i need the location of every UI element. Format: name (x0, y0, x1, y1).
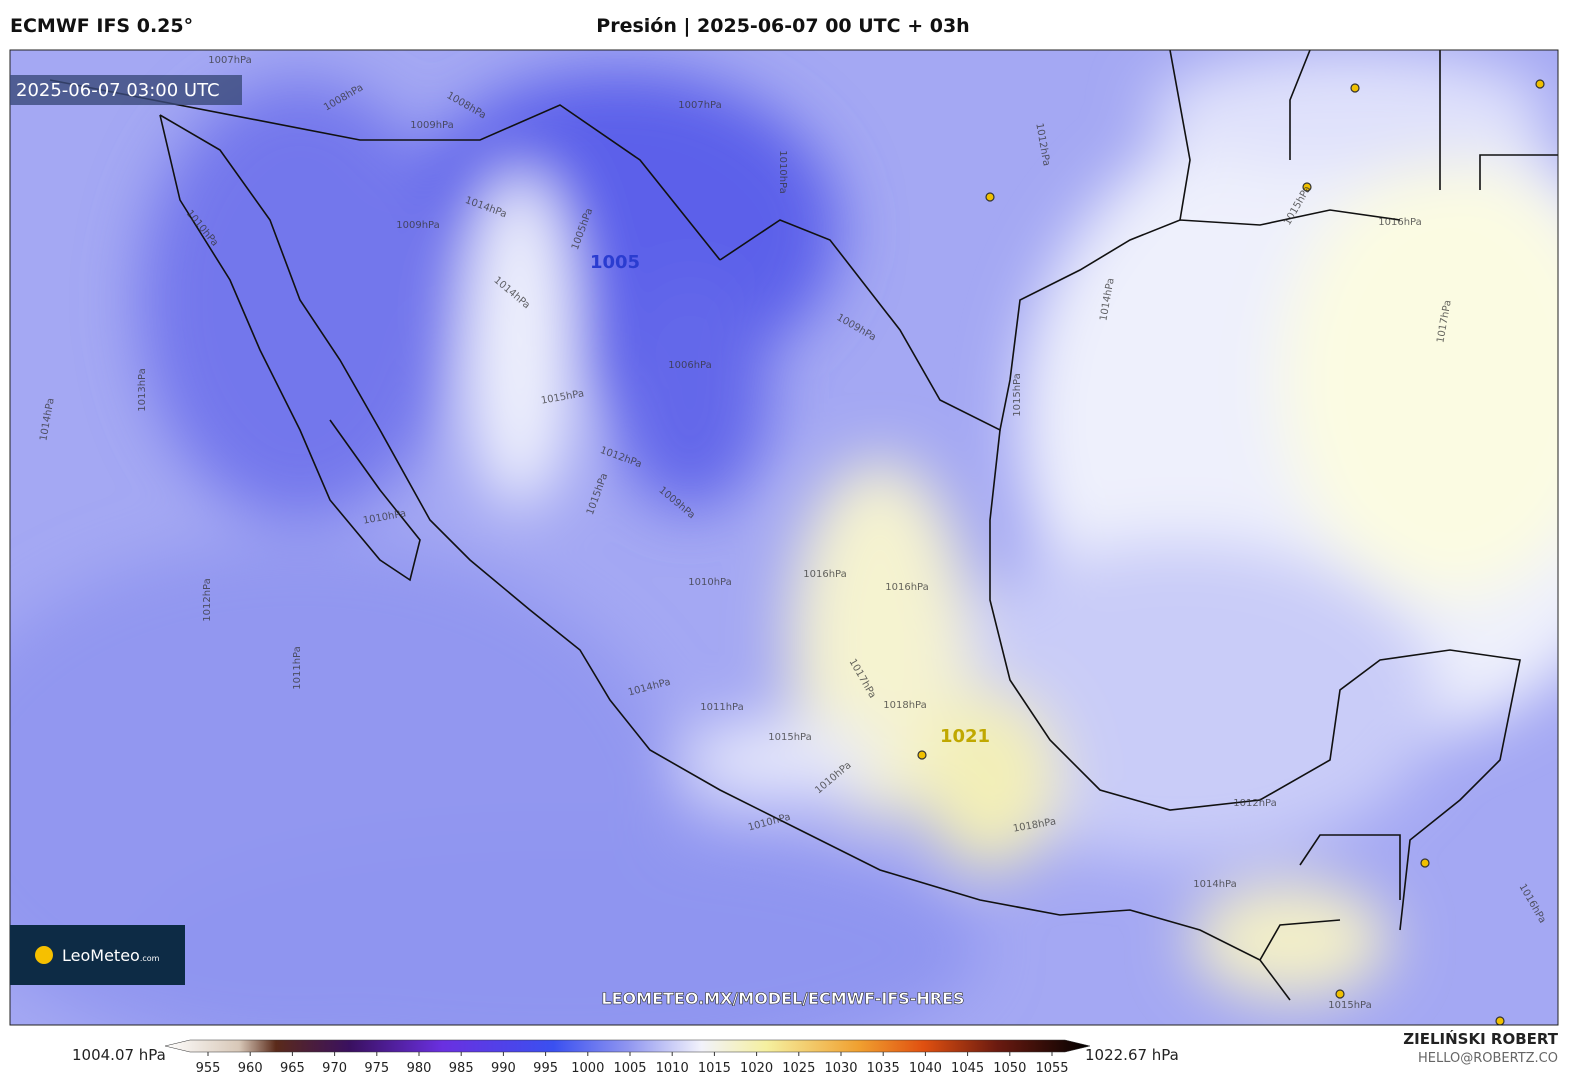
colorbar-tick-label: 990 (491, 1061, 516, 1076)
colorbar-tick-label: 1045 (951, 1061, 984, 1076)
title-left: ECMWF IFS 0.25° (10, 15, 193, 37)
colorbar-tick-label: 970 (322, 1061, 347, 1076)
contour-label: 1012hPa (1233, 798, 1277, 809)
colorbar-tick-label: 975 (364, 1061, 389, 1076)
watermark: LEOMETEO.MX/MODEL/ECMWF-IFS-HRES (601, 989, 964, 1008)
contour-label: 1015hPa (768, 732, 812, 743)
logo: LeoMeteo.com (62, 946, 160, 965)
contour-label: 1016hPa (803, 569, 847, 580)
colorbar-tick-label: 1015 (698, 1061, 731, 1076)
author: ZIELIŃSKI ROBERT (1403, 1029, 1558, 1048)
map-frame (9, 49, 1559, 1026)
colorbar-tick-label: 1020 (740, 1061, 773, 1076)
contour-label: 1010hPa (777, 150, 788, 194)
contour-label: 1011hPa (700, 702, 744, 713)
colorbar-tick-label: 960 (238, 1061, 263, 1076)
colorbar-min: 1004.07 hPa (72, 1046, 166, 1064)
colorbar-tick-label: 995 (533, 1061, 558, 1076)
contour-label: 1009hPa (410, 120, 454, 131)
colorbar-tick-label: 980 (407, 1061, 432, 1076)
title-center: Presión | 2025-06-07 00 UTC + 03h (596, 15, 969, 37)
colorbar-tick-label: 1050 (993, 1061, 1026, 1076)
contour-label: 1007hPa (208, 55, 252, 66)
contour-label: 1021 (940, 726, 990, 747)
colorbar-tick-label: 1005 (613, 1061, 646, 1076)
colorbar-tick-label: 1035 (867, 1061, 900, 1076)
contour-label: 1007hPa (678, 100, 722, 111)
contour-label: 1018hPa (883, 700, 927, 711)
contour-label: 1006hPa (668, 360, 712, 371)
colorbar-tick-label: 985 (449, 1061, 474, 1076)
timestamp: 2025-06-07 03:00 UTC (16, 80, 220, 101)
colorbar-tick-label: 1040 (909, 1061, 942, 1076)
colorbar-tick-label: 965 (280, 1061, 305, 1076)
contour-label: 1013hPa (137, 368, 148, 412)
colorbar-tick-label: 1055 (1035, 1061, 1068, 1076)
colorbar (164, 1039, 1091, 1053)
contour-label: 1009hPa (396, 220, 440, 231)
colorbar-max: 1022.67 hPa (1085, 1046, 1179, 1064)
colorbar-tick-label: 955 (196, 1061, 221, 1076)
email: HELLO@ROBERTZ.CO (1418, 1051, 1558, 1066)
colorbar-tick-label: 1000 (571, 1061, 604, 1076)
contour-label: 1011hPa (292, 646, 303, 690)
contour-label: 1010hPa (688, 577, 732, 588)
colorbar-tick-label: 1030 (824, 1061, 857, 1076)
colorbar-tick-label: 1025 (782, 1061, 815, 1076)
contour-label: 1012hPa (202, 578, 213, 622)
contour-label: 1015hPa (1012, 373, 1023, 417)
contour-label: 1016hPa (1378, 217, 1422, 228)
contour-label: 1016hPa (885, 582, 929, 593)
contour-label: 1015hPa (1328, 1000, 1372, 1011)
contour-label: 1005 (590, 252, 640, 273)
colorbar-tick-label: 1010 (656, 1061, 689, 1076)
contour-label: 1014hPa (1193, 879, 1237, 890)
